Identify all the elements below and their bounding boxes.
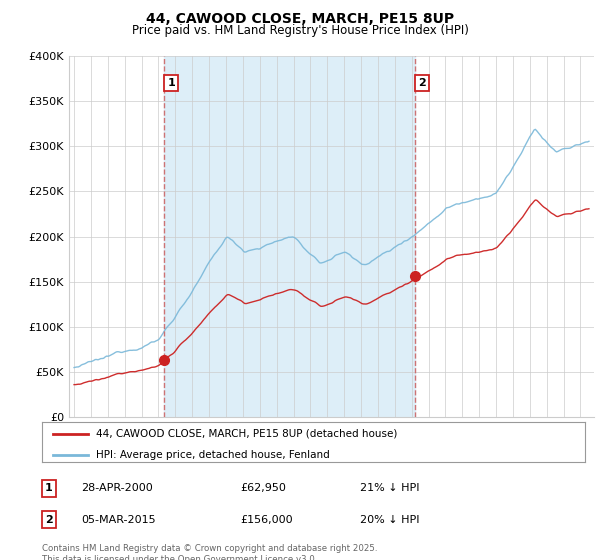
Text: 05-MAR-2015: 05-MAR-2015 [81, 515, 155, 525]
Text: 2: 2 [45, 515, 53, 525]
Text: 2: 2 [418, 78, 426, 88]
Text: 1: 1 [45, 483, 53, 493]
Text: 28-APR-2000: 28-APR-2000 [81, 483, 153, 493]
Text: £62,950: £62,950 [240, 483, 286, 493]
Text: Contains HM Land Registry data © Crown copyright and database right 2025.
This d: Contains HM Land Registry data © Crown c… [42, 544, 377, 560]
Text: 21% ↓ HPI: 21% ↓ HPI [360, 483, 419, 493]
Bar [164, 56, 415, 417]
Text: Price paid vs. HM Land Registry's House Price Index (HPI): Price paid vs. HM Land Registry's House … [131, 24, 469, 36]
Text: 20% ↓ HPI: 20% ↓ HPI [360, 515, 419, 525]
Text: 44, CAWOOD CLOSE, MARCH, PE15 8UP: 44, CAWOOD CLOSE, MARCH, PE15 8UP [146, 12, 454, 26]
Text: 1: 1 [167, 78, 175, 88]
Text: HPI: Average price, detached house, Fenland: HPI: Average price, detached house, Fenl… [97, 450, 330, 460]
Text: 44, CAWOOD CLOSE, MARCH, PE15 8UP (detached house): 44, CAWOOD CLOSE, MARCH, PE15 8UP (detac… [97, 429, 398, 439]
Text: £156,000: £156,000 [240, 515, 293, 525]
